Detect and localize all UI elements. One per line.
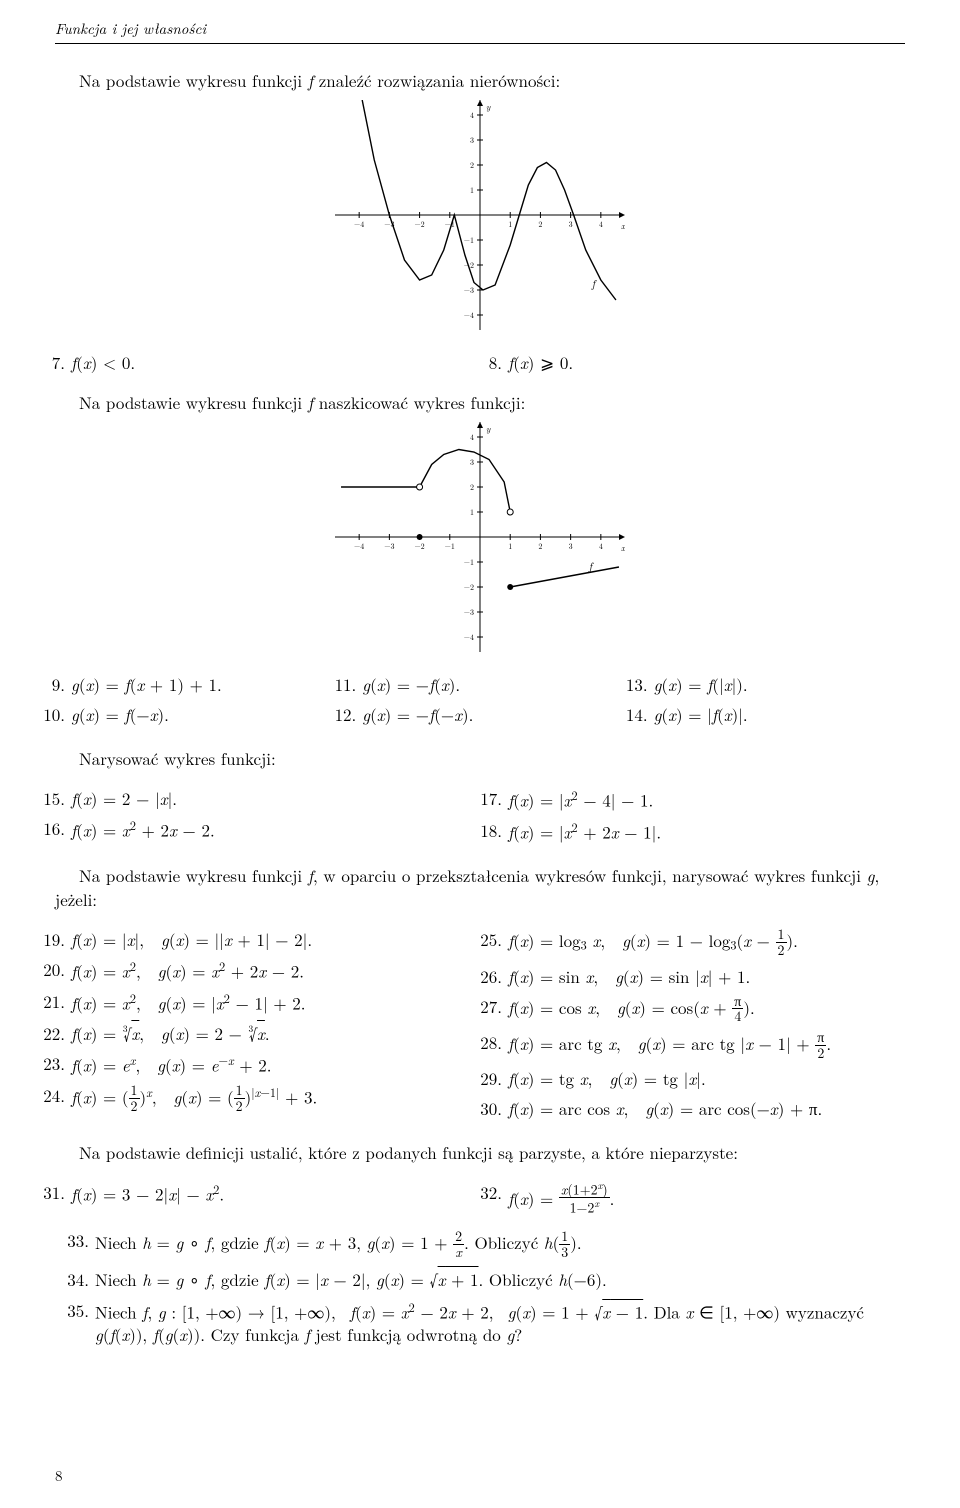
problem-31: 31.f(x) = 3 − 2|x| − x2.	[31, 1180, 468, 1206]
problem-21: 21.f(x) = x2, g(x) = |x2 − 1| + 2.	[31, 989, 468, 1015]
problem-35: 35. Niech f, g : [1, +∞) → [1, +∞), f(x)…	[55, 1299, 905, 1347]
svg-text:1: 1	[508, 219, 512, 230]
svg-text:y: y	[486, 422, 491, 435]
problem-10: 10.g(x) = f(−x).	[31, 702, 322, 726]
problem-29: 29.f(x) = tg x, g(x) = tg |x|.	[468, 1066, 905, 1090]
svg-text:3: 3	[569, 541, 573, 552]
svg-text:−3: −3	[464, 285, 474, 296]
running-head: Funkcja i jej własności	[55, 18, 905, 44]
svg-text:x: x	[621, 219, 625, 232]
svg-text:y: y	[486, 100, 491, 113]
problem-26: 26.f(x) = sin x, g(x) = sin |x| + 1.	[468, 964, 905, 988]
svg-text:−4: −4	[464, 310, 474, 321]
svg-text:3: 3	[569, 219, 573, 230]
problem-9: 9.g(x) = f(x + 1) + 1.	[31, 672, 322, 696]
problem-23: 23.f(x) = ex, g(x) = e−x + 2.	[31, 1051, 468, 1077]
problem-8: 8.f(x) ⩾ 0.	[468, 350, 905, 374]
svg-text:4: 4	[599, 219, 603, 230]
svg-text:4: 4	[470, 110, 474, 121]
svg-text:−2: −2	[414, 541, 424, 552]
instruction-2: Na podstawie wykresu funkcji f naszkicow…	[55, 390, 905, 414]
page-number: 8	[55, 1465, 63, 1486]
svg-text:1: 1	[508, 541, 512, 552]
svg-text:−4: −4	[464, 632, 474, 643]
svg-text:2: 2	[470, 160, 474, 171]
problem-34: 34. Niech h = g ∘ f, gdzie f(x) = |x − 2…	[55, 1268, 905, 1291]
svg-text:−2: −2	[464, 582, 474, 593]
problem-11: 11.g(x) = −f(x).	[322, 672, 613, 696]
instruction-1: Na podstawie wykresu funkcji f znaleźć r…	[55, 68, 905, 92]
svg-text:4: 4	[470, 432, 474, 443]
problem-7: 7.f(x) < 0.	[31, 350, 468, 374]
svg-text:−2: −2	[414, 219, 424, 230]
problem-25: 25.f(x) = log3 x, g(x) = 1 − log3(x − 12…	[468, 927, 905, 957]
problem-19: 19.f(x) = |x|, g(x) = ||x + 1| − 2|.	[31, 927, 468, 951]
problem-12: 12.g(x) = −f(−x).	[322, 702, 613, 726]
problem-24: 24.f(x) = (12)x, g(x) = (12)|x−1| + 3.	[31, 1083, 468, 1114]
svg-text:−4: −4	[354, 219, 364, 230]
problem-17: 17.f(x) = |x2 − 4| − 1.	[468, 786, 905, 812]
svg-text:f: f	[591, 277, 597, 292]
instruction-4: Na podstawie wykresu funkcji f, w oparci…	[55, 863, 905, 911]
problem-13: 13.g(x) = f(|x|).	[614, 672, 905, 696]
problem-14: 14.g(x) = |f(x)|.	[614, 702, 905, 726]
problem-18: 18.f(x) = |x2 + 2x − 1|.	[468, 818, 905, 844]
svg-text:−3: −3	[384, 541, 394, 552]
svg-text:2: 2	[470, 482, 474, 493]
instruction-3: Narysować wykres funkcji:	[55, 746, 905, 770]
chart-1: −4−3−2−11234−4−3−2−11234xyf	[335, 100, 625, 330]
svg-text:3: 3	[470, 457, 474, 468]
problem-28: 28.f(x) = arc tg x, g(x) = arc tg |x − 1…	[468, 1030, 905, 1060]
instruction-5: Na podstawie definicji ustalić, które z …	[55, 1140, 905, 1164]
chart-2: −4−3−2−11234−4−3−2−11234xyf	[335, 422, 625, 652]
svg-text:1: 1	[470, 185, 474, 196]
problem-22: 22.f(x) = 3√x, g(x) = 2 − 3√x.	[31, 1021, 468, 1045]
svg-text:2: 2	[538, 219, 542, 230]
svg-text:4: 4	[599, 541, 603, 552]
chart-2-container: −4−3−2−11234−4−3−2−11234xyf	[55, 422, 905, 652]
svg-text:−1: −1	[464, 557, 474, 568]
problem-30: 30.f(x) = arc cos x, g(x) = arc cos(−x) …	[468, 1096, 905, 1120]
problem-27: 27.f(x) = cos x, g(x) = cos(x + π4).	[468, 994, 905, 1024]
svg-text:−4: −4	[354, 541, 364, 552]
problem-15: 15.f(x) = 2 − |x|.	[31, 786, 468, 810]
svg-text:−1: −1	[464, 235, 474, 246]
svg-text:−1: −1	[445, 541, 455, 552]
problem-16: 16.f(x) = x2 + 2x − 2.	[31, 816, 468, 842]
svg-text:−3: −3	[464, 607, 474, 618]
problem-33: 33. Niech h = g ∘ f, gdzie f(x) = x + 3,…	[55, 1229, 905, 1259]
chart-1-container: −4−3−2−11234−4−3−2−11234xyf	[55, 100, 905, 330]
problem-20: 20.f(x) = x2, g(x) = x2 + 2x − 2.	[31, 957, 468, 983]
svg-text:3: 3	[470, 135, 474, 146]
svg-text:2: 2	[538, 541, 542, 552]
svg-text:x: x	[621, 541, 625, 554]
svg-text:1: 1	[470, 507, 474, 518]
problem-32: 32.f(x) = x(1+2x)1−2x.	[468, 1180, 905, 1215]
